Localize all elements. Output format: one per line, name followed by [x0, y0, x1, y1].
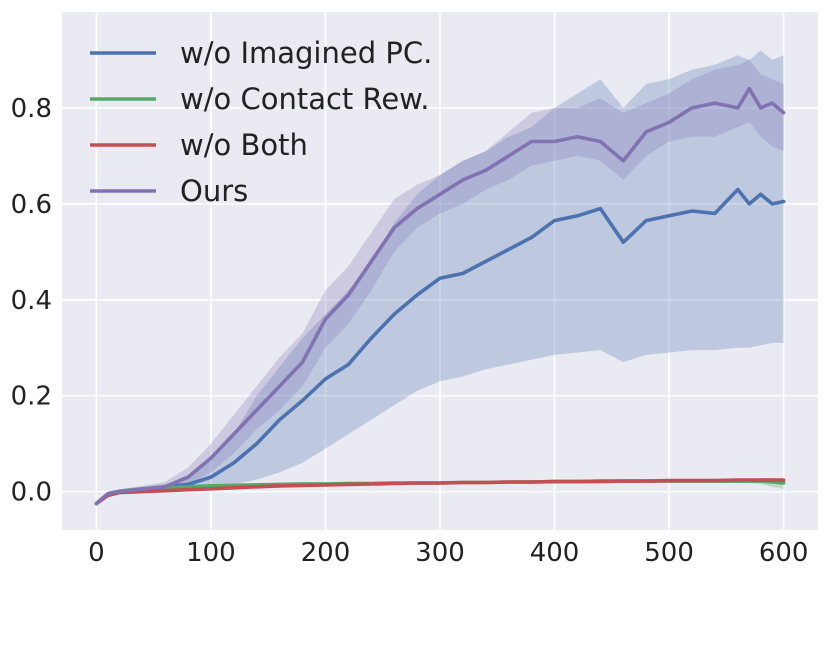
- series-line-w-o-both: [94, 478, 786, 506]
- legend: w/o Imagined PC. w/o Contact Rew. w/o Both…: [90, 36, 432, 208]
- x-tick-label: 200: [301, 538, 351, 568]
- grid: [62, 12, 818, 530]
- legend-label: w/o Imagined PC.: [180, 36, 432, 70]
- x-tick-label: 500: [644, 538, 694, 568]
- series-lines: [94, 86, 786, 506]
- series-line-w-o-imagined-pc: [94, 187, 786, 506]
- x-tick-label: 600: [759, 538, 809, 568]
- x-tick-label: 300: [415, 538, 465, 568]
- legend-item-w-o-contact-rew: w/o Contact Rew.: [90, 82, 429, 116]
- legend-item-ours: Ours: [90, 174, 248, 208]
- x-tick-label: 100: [186, 538, 236, 568]
- legend-label: w/o Contact Rew.: [180, 82, 429, 116]
- band-ours: [96, 60, 784, 506]
- legend-item-w-o-imagined-pc: w/o Imagined PC.: [90, 36, 432, 70]
- y-tick-label: 0.0: [11, 478, 52, 508]
- legend-label: w/o Both: [180, 128, 308, 162]
- x-tick-label: 400: [530, 538, 580, 568]
- y-tick-label: 0.4: [11, 286, 52, 316]
- y-tick-label: 0.2: [11, 382, 52, 412]
- y-tick-label: 0.8: [11, 94, 52, 124]
- tick-labels: 0 100 200 300 400 500 600 0.0 0.2 0.4 0.6 0.8: [11, 94, 809, 568]
- legend-item-w-o-both: w/o Both: [90, 128, 308, 162]
- series-line-ours: [94, 86, 786, 506]
- legend-label: Ours: [180, 174, 248, 208]
- y-tick-label: 0.6: [11, 190, 52, 220]
- x-tick-label: 0: [88, 538, 105, 568]
